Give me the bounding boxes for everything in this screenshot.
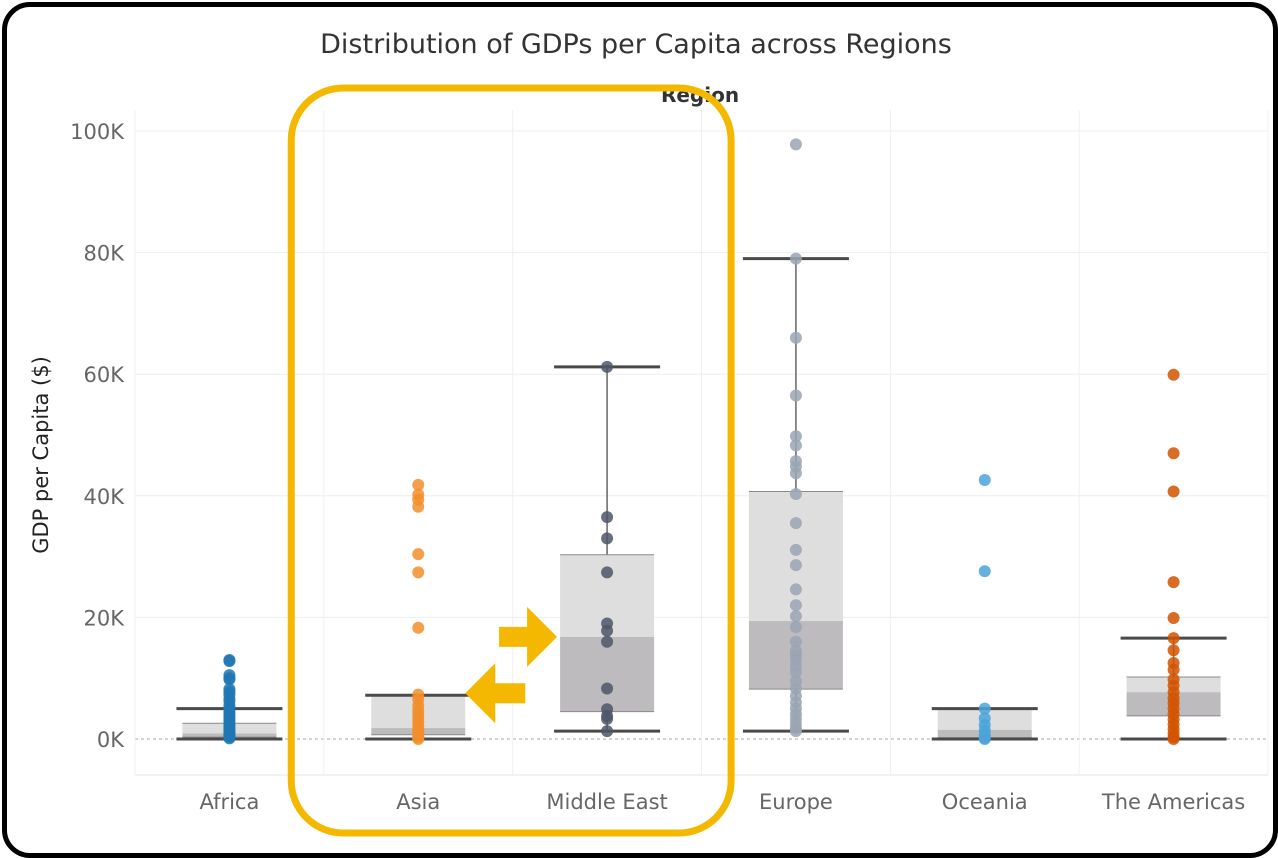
chart-title: Distribution of GDPs per Capita across R…	[320, 29, 952, 60]
data-point	[789, 583, 802, 596]
y-axis-ticks: 0K 20K 40K 60K 80K 100K	[70, 120, 125, 752]
data-point	[789, 543, 802, 556]
data-point	[1167, 485, 1180, 498]
data-point	[412, 566, 425, 579]
y-tick-label: 60K	[84, 363, 126, 387]
data-point	[789, 389, 802, 402]
data-point	[978, 565, 991, 578]
data-point	[789, 467, 802, 480]
data-point	[789, 517, 802, 530]
data-point	[789, 599, 802, 612]
data-point	[412, 478, 425, 491]
x-tick-label: Asia	[396, 790, 440, 814]
gridlines	[134, 110, 1269, 776]
x-tick-label: Africa	[199, 790, 259, 814]
data-point	[601, 682, 614, 695]
data-point	[978, 733, 991, 745]
data-point	[601, 635, 614, 648]
data-point	[1167, 447, 1180, 460]
data-point	[978, 702, 991, 715]
y-axis-label: GDP per Capita ($)	[29, 356, 53, 554]
data-point	[789, 725, 802, 738]
data-point	[601, 566, 614, 579]
x-tick-label: Europe	[759, 790, 833, 814]
points-layer	[223, 138, 1180, 745]
data-point	[1167, 368, 1180, 381]
x-axis-ticks: Africa Asia Middle East Europe Oceania The Am…	[199, 790, 1245, 814]
data-point	[223, 732, 236, 745]
data-point	[789, 439, 802, 452]
data-point	[789, 559, 802, 572]
arrow-right-icon	[499, 606, 558, 667]
data-point	[1167, 733, 1180, 745]
y-tick-label: 0K	[97, 728, 125, 752]
arrow-left-icon	[465, 663, 526, 724]
data-point	[789, 252, 802, 265]
data-point	[601, 712, 614, 725]
data-point	[1167, 576, 1180, 589]
data-point	[789, 430, 802, 443]
box-lower	[560, 636, 655, 712]
data-point	[412, 500, 425, 513]
data-point	[412, 548, 425, 561]
data-point	[601, 532, 614, 545]
data-point	[789, 331, 802, 344]
y-tick-label: 80K	[84, 242, 126, 266]
data-point	[601, 624, 614, 637]
y-tick-label: 40K	[84, 485, 126, 509]
data-point	[789, 666, 802, 679]
data-point	[601, 511, 614, 524]
data-point	[223, 655, 236, 668]
y-tick-label: 20K	[84, 606, 126, 630]
data-point	[789, 610, 802, 623]
x-tick-label: Middle East	[546, 790, 667, 814]
data-point	[978, 473, 991, 486]
data-point	[601, 360, 614, 373]
data-point	[789, 635, 802, 648]
data-point	[789, 487, 802, 500]
x-tick-label: The Americas	[1101, 790, 1245, 814]
y-tick-label: 100K	[70, 120, 125, 144]
data-point	[789, 138, 802, 151]
data-point	[412, 621, 425, 634]
data-point	[223, 673, 236, 686]
data-point	[1167, 612, 1180, 625]
highlight-box	[287, 84, 735, 837]
data-point	[1167, 644, 1180, 657]
data-point	[1167, 632, 1180, 645]
data-point	[412, 733, 425, 745]
annotations-layer	[287, 84, 735, 837]
data-point	[1167, 663, 1180, 676]
data-point	[789, 621, 802, 634]
data-point	[601, 725, 614, 738]
x-tick-label: Oceania	[942, 790, 1028, 814]
